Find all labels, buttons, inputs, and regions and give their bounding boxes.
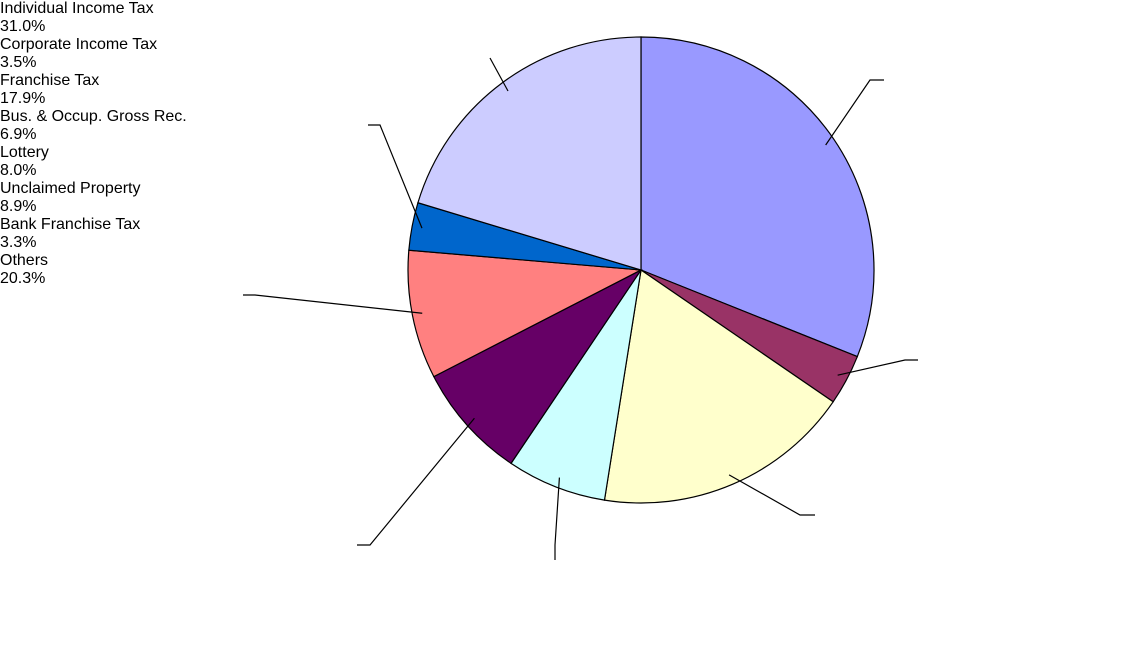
- pie-slice: [640, 36, 875, 358]
- value-label: 3.3%: [0, 234, 37, 251]
- slice-label: Franchise Tax 17.9%: [0, 72, 200, 108]
- category-label: Individual Income Tax: [0, 0, 154, 17]
- pie-slice: [433, 269, 642, 465]
- value-label: 20.3%: [0, 270, 46, 287]
- leader-line: [489, 57, 509, 92]
- value-label: 8.0%: [0, 162, 37, 179]
- leader-line: [357, 417, 475, 546]
- leader-line: [243, 294, 423, 314]
- leader-line: [837, 359, 918, 376]
- slice-label: Individual Income Tax 31.0%: [0, 0, 230, 36]
- category-label: Bus. & Occup. Gross Rec.: [0, 108, 187, 125]
- category-label: Bank Franchise Tax: [0, 216, 141, 233]
- slice-label: Bus. & Occup. Gross Rec. 6.9%: [0, 108, 190, 144]
- pie-slice: [603, 268, 834, 504]
- slice-label: Others 20.3%: [0, 252, 120, 288]
- value-label: 17.9%: [0, 90, 46, 107]
- slice-label: Lottery 8.0%: [0, 144, 120, 180]
- category-label: Unclaimed Property: [0, 180, 141, 197]
- value-label: 31.0%: [0, 18, 46, 35]
- value-label: 6.9%: [0, 126, 37, 143]
- value-label: 3.5%: [0, 54, 37, 71]
- pie-slice: [407, 249, 644, 378]
- slice-label: Unclaimed Property 8.9%: [0, 180, 260, 216]
- leader-line: [825, 79, 884, 146]
- leader-line: [554, 477, 561, 560]
- slice-label: Bank Franchise Tax 3.3%: [0, 216, 260, 252]
- leader-line: [368, 124, 423, 229]
- category-label: Lottery: [0, 144, 49, 161]
- value-label: 8.9%: [0, 198, 37, 215]
- pie-slice: [417, 36, 642, 271]
- leader-line: [728, 474, 815, 516]
- category-label: Others: [0, 252, 49, 269]
- slice-label: Corporate Income Tax 3.5%: [0, 36, 230, 72]
- category-label: Corporate Income Tax: [0, 36, 158, 53]
- category-label: Franchise Tax: [0, 72, 100, 89]
